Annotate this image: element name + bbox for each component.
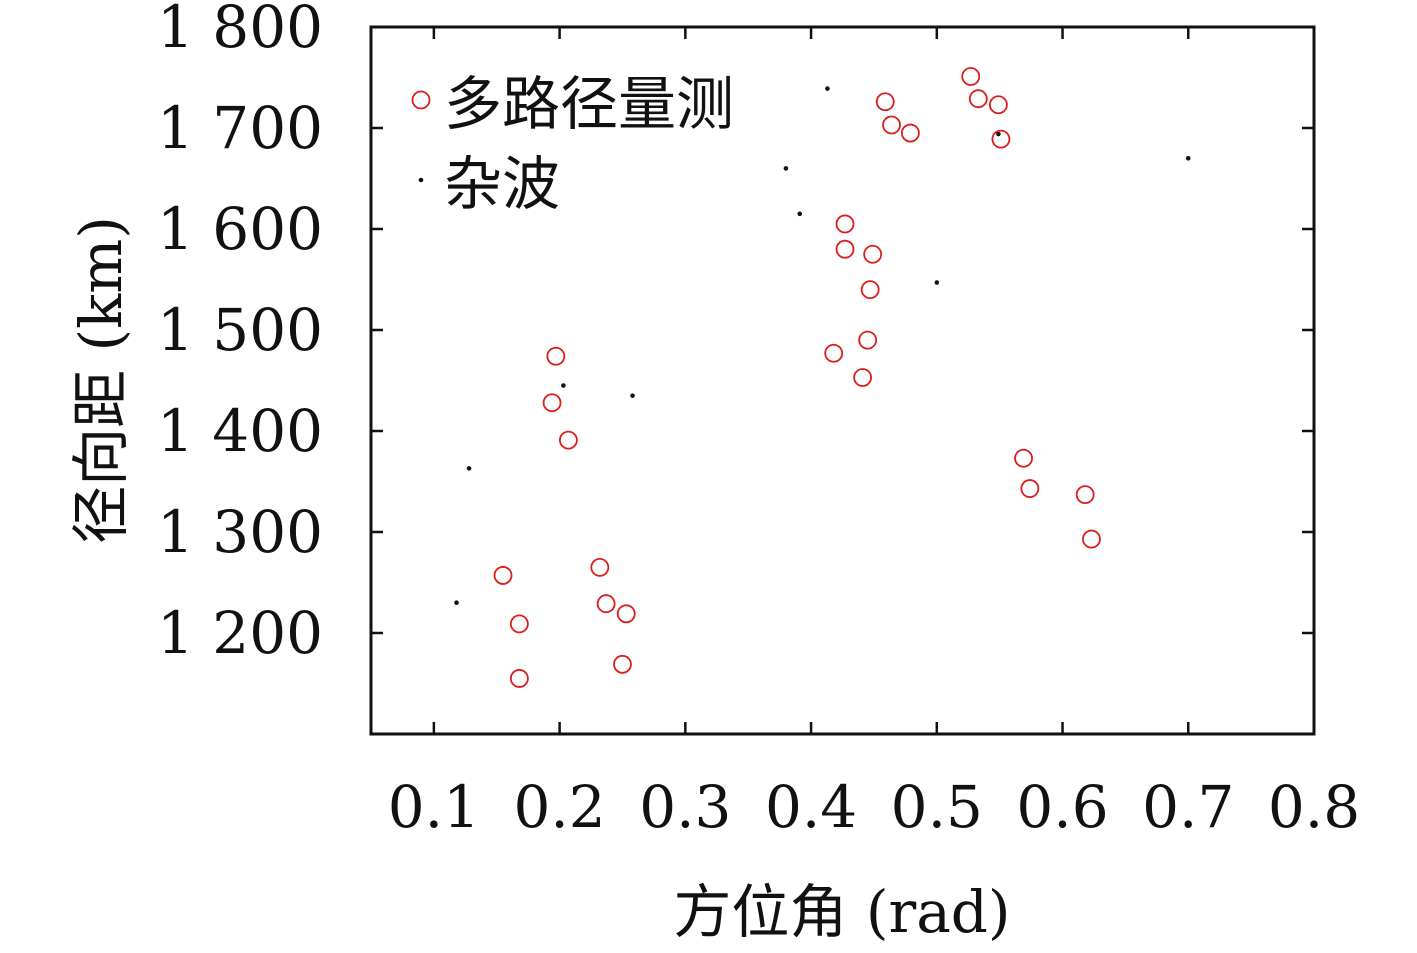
data-points xyxy=(454,67,1191,688)
multipath-point xyxy=(991,129,1011,149)
legend-marker-multipath xyxy=(411,90,431,110)
series-clutter xyxy=(454,86,1191,605)
y-tick-label: 1 600 xyxy=(157,195,323,263)
x-tick-label: 0.7 xyxy=(1142,773,1234,841)
multipath-point xyxy=(493,566,513,585)
multipath-point xyxy=(853,368,873,387)
x-tick-label: 0.8 xyxy=(1268,773,1360,841)
y-tick-label: 1 200 xyxy=(157,599,323,667)
multipath-point xyxy=(882,115,901,135)
y-tick-label: 1 700 xyxy=(157,94,323,162)
legend-marker-clutter xyxy=(418,177,424,183)
x-tick-label: 0.4 xyxy=(765,773,857,841)
y-tick-label: 1 800 xyxy=(157,0,323,61)
legend-label-clutter: 杂波 xyxy=(444,150,560,218)
plot-frame xyxy=(369,25,1316,736)
clutter-point xyxy=(825,86,830,91)
multipath-point xyxy=(509,669,529,688)
clutter-point xyxy=(934,280,940,285)
y-axis-title: 径向距 (km) xyxy=(67,216,135,544)
multipath-point xyxy=(1082,529,1101,549)
clutter-point xyxy=(996,131,1001,137)
y-tick-label: 1 400 xyxy=(157,397,323,465)
x-tick-label: 0.3 xyxy=(639,773,731,841)
series-multipath xyxy=(493,67,1101,688)
multipath-point xyxy=(542,393,562,413)
multipath-point xyxy=(875,92,895,112)
x-axis-title: 方位角 (rad) xyxy=(673,878,1010,946)
multipath-point xyxy=(863,244,883,264)
multipath-point xyxy=(546,346,566,366)
y-tick-label: 1 300 xyxy=(157,498,323,566)
clutter-point xyxy=(797,211,803,217)
multipath-point xyxy=(989,95,1008,115)
clutter-point xyxy=(454,600,459,605)
legend-label-multipath: 多路径量测 xyxy=(444,70,734,138)
multipath-point xyxy=(835,214,855,234)
multipath-point xyxy=(509,614,529,634)
multipath-point xyxy=(961,67,981,86)
x-tick-label: 0.6 xyxy=(1016,773,1108,841)
multipath-point xyxy=(616,604,636,624)
multipath-point xyxy=(1020,479,1040,498)
legend: 多路径量测 杂波 xyxy=(411,70,734,218)
multipath-point xyxy=(860,280,880,300)
x-tick-label: 0.5 xyxy=(891,773,983,841)
multipath-point xyxy=(596,594,616,614)
y-tick-label: 1 500 xyxy=(157,296,323,364)
multipath-point xyxy=(613,654,632,674)
multipath-point xyxy=(835,239,855,259)
multipath-point xyxy=(559,430,578,450)
multipath-point xyxy=(968,89,988,109)
multipath-point xyxy=(900,123,920,143)
x-tick-label: 0.2 xyxy=(513,773,605,841)
multipath-point xyxy=(1014,448,1033,468)
clutter-point xyxy=(630,393,635,398)
multipath-point xyxy=(824,343,844,363)
clutter-point xyxy=(1185,156,1191,161)
axis-ticks: 0.1 0.2 0.3 0.4 0.5 0.6 0.7 0.8 1 200 1 300 1 400 1… xyxy=(157,0,1360,841)
clutter-point xyxy=(783,166,789,171)
multipath-point xyxy=(590,557,610,577)
multipath-point xyxy=(1075,485,1095,505)
clutter-point xyxy=(466,466,472,471)
multipath-point xyxy=(858,330,878,350)
x-tick-label: 0.1 xyxy=(388,773,480,841)
clutter-point xyxy=(561,383,566,388)
